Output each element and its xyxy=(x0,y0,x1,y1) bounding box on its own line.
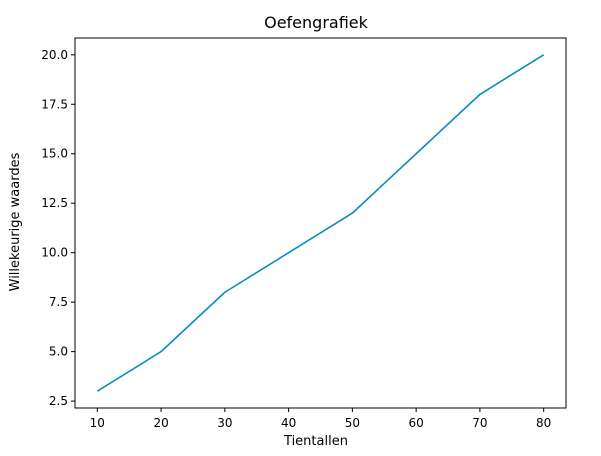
plot-area: 10 20 30 40 50 60 70 80 2.5 5.0 7.5 10.0 12.5 15.0 17.… xyxy=(41,37,567,430)
y-tick-label: 20.0 xyxy=(41,48,68,62)
x-tick-label: 60 xyxy=(409,416,424,430)
x-tick-label: 20 xyxy=(153,416,168,430)
x-tick-label: 10 xyxy=(90,416,105,430)
y-tick-label: 15.0 xyxy=(41,147,68,161)
chart-title: Oefengrafiek xyxy=(264,13,369,32)
series-line xyxy=(96,54,545,392)
y-tick-label: 2.5 xyxy=(49,394,68,408)
y-axis-label: Willekeurige waardes xyxy=(8,152,23,291)
plot-frame xyxy=(74,37,567,409)
x-tick-label: 40 xyxy=(281,416,296,430)
y-tick-label: 7.5 xyxy=(49,295,68,309)
y-tick-label: 10.0 xyxy=(41,246,68,260)
y-tick-label: 17.5 xyxy=(41,97,68,111)
x-tick-label: 80 xyxy=(536,416,551,430)
y-tick-label: 12.5 xyxy=(41,196,68,210)
x-axis-label: Tientallen xyxy=(283,434,348,449)
x-tick-label: 30 xyxy=(217,416,232,430)
x-tick-label: 70 xyxy=(472,416,487,430)
x-tick-label: 50 xyxy=(345,416,360,430)
y-tick-label: 5.0 xyxy=(49,345,68,359)
